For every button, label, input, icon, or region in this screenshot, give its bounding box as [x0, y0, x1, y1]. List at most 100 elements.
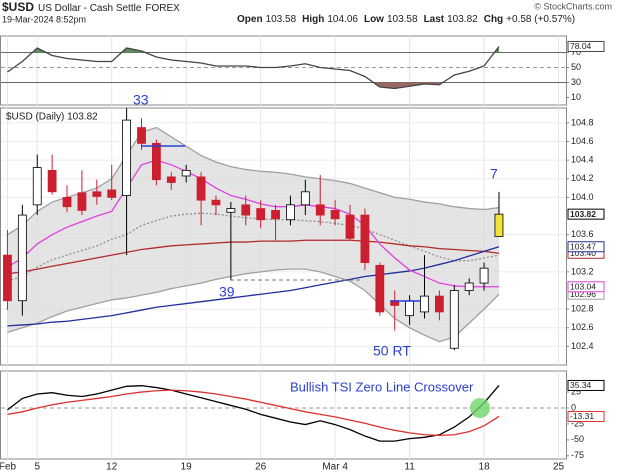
end-label: -13.31 [570, 411, 594, 421]
series-line [7, 159, 499, 288]
quote-value: +0.58 (+0.57%) [506, 14, 575, 25]
candle-body [420, 295, 429, 313]
candle-body [494, 213, 504, 237]
candle-body [92, 191, 102, 197]
candle-body [17, 214, 27, 302]
y-tick-label: 102.6 [571, 322, 594, 332]
candle-body [196, 176, 206, 201]
header-title: $USD US Dollar - Cash Settle FOREX [2, 0, 180, 14]
quote-label: Chg [484, 14, 503, 25]
candle-body [241, 204, 251, 216]
y-tick-label: -25 [571, 418, 584, 428]
candle-body [166, 176, 176, 183]
end-label-box [567, 379, 605, 391]
quote: Open 103.58 High 104.06 Low 103.58 Last 103.82 C… [237, 14, 575, 25]
candle-body [479, 267, 489, 284]
annotation: Bullish TSI Zero Line Crossover [290, 379, 474, 394]
y-tick-label: 103.2 [571, 266, 594, 276]
series-line [7, 46, 500, 90]
x-tick-label: 18 [479, 462, 491, 473]
x-tick-label: 25 [553, 462, 565, 473]
y-tick-label: 104.0 [571, 192, 594, 202]
candle-body [405, 300, 415, 317]
candle-body [360, 214, 370, 263]
candle-body [226, 208, 236, 213]
symbol: $USD [2, 0, 34, 14]
end-label-box [567, 281, 605, 293]
y-tick-label: 30 [571, 77, 581, 87]
end-label: 103.04 [570, 282, 596, 292]
candle-body [137, 127, 146, 144]
end-label: 102.96 [570, 289, 596, 299]
panel-frame [0, 107, 567, 366]
y-tick-label: 104.6 [571, 136, 594, 146]
annotation: 33 [133, 92, 149, 108]
candle-body [256, 208, 266, 221]
candle-body [375, 264, 385, 313]
candle-body [3, 254, 12, 302]
candle-body [32, 167, 42, 206]
candle-body [434, 295, 444, 313]
candle-body [77, 192, 87, 211]
panel-frame [0, 370, 567, 460]
candle-body [330, 210, 340, 220]
end-label: 103.47 [570, 241, 596, 251]
x-tick-label: 12 [106, 462, 118, 473]
y-tick-label: 50 [571, 62, 581, 72]
y-tick-label: 0 [571, 402, 576, 412]
series-line [7, 126, 500, 236]
end-label: 103.82 [570, 209, 596, 219]
candle-body [107, 189, 117, 198]
candle-body [211, 199, 221, 206]
series-line [7, 385, 500, 442]
quote-value: 103.58 [266, 14, 297, 25]
candle-body [62, 196, 72, 208]
panel-frame [0, 35, 567, 106]
instrument-name: US Dollar - Cash Settle [38, 3, 142, 14]
annotation-circle [470, 398, 490, 418]
x-tick-label: 26 [255, 462, 267, 473]
y-tick-label: 102.4 [571, 341, 594, 351]
x-tick-label: Feb [0, 462, 17, 473]
end-label: 35.34 [570, 380, 592, 390]
y-tick-label: 25 [571, 386, 581, 396]
x-tick-label: 11 [404, 462, 415, 473]
x-tick-label: Mar 4 [322, 462, 348, 473]
exchange: FOREX [145, 3, 180, 14]
candle-body [181, 169, 191, 177]
y-tick-label: 10 [571, 92, 581, 102]
legend: $USD (Daily) 103.82 [6, 112, 98, 123]
end-label-box [567, 410, 605, 422]
series-line [7, 212, 500, 282]
candle-body [47, 169, 57, 193]
x-tick-label: 5 [34, 462, 40, 473]
quote-label: Low [364, 14, 384, 25]
quote-value: 104.06 [327, 14, 358, 25]
y-tick-label: 104.2 [571, 173, 594, 183]
y-tick-label: 104.8 [571, 117, 594, 127]
series-line [7, 246, 500, 327]
quote-label: High [302, 14, 324, 25]
end-label-box [567, 208, 605, 220]
y-tick-label: 103.6 [571, 229, 594, 239]
candle-body [300, 191, 310, 206]
candle-body [151, 142, 161, 181]
candle-body [345, 214, 355, 239]
candle-body [315, 204, 325, 216]
end-label: 103.40 [570, 248, 596, 258]
x-tick-label: 19 [181, 462, 193, 473]
annotation: 50 RT [373, 343, 411, 359]
candle-body [464, 282, 474, 291]
candle-body [286, 204, 295, 221]
date: 19-Mar-2024 8:52pm [2, 14, 86, 24]
series-line [7, 389, 500, 437]
series-line [7, 239, 500, 275]
source: © StockCharts.com [534, 1, 612, 11]
y-tick-label: 102.8 [571, 304, 594, 314]
quote-label: Last [424, 14, 445, 25]
y-tick-label: 104.4 [571, 155, 594, 165]
annotation: 7 [490, 166, 498, 182]
